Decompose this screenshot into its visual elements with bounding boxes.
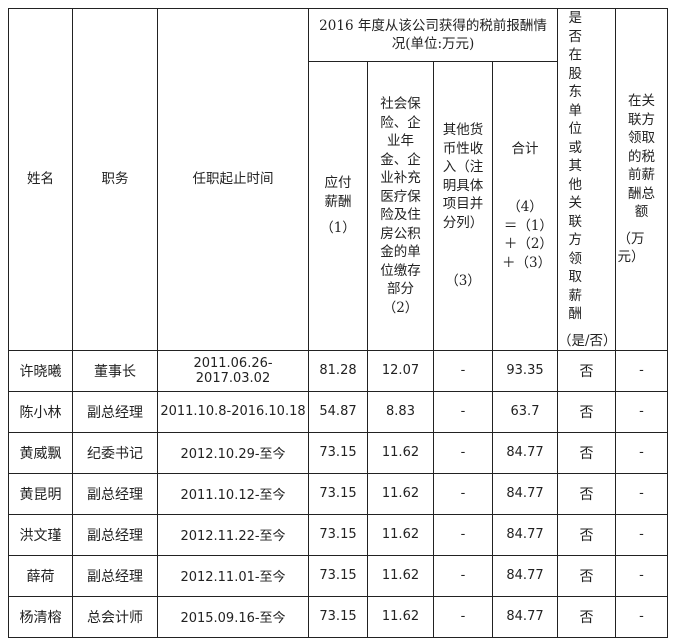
- table-row: 许晓曦 董事长 2011.06.26-2017.03.02 81.28 12.07-93…: [8, 349, 668, 392]
- cell-position: 副总经理: [72, 513, 158, 556]
- cell-name: 洪文瑾: [8, 513, 73, 556]
- cell-other: -: [433, 390, 493, 433]
- cell-position: 副总经理: [72, 472, 158, 515]
- cell-term: 2015.09.16-至今: [157, 595, 309, 638]
- cell-related: 否: [557, 472, 616, 515]
- cell-name: 黄昆明: [8, 472, 73, 515]
- cell-other: -: [433, 472, 493, 515]
- cell-related: 否: [557, 349, 616, 392]
- cell-related: 否: [557, 513, 616, 556]
- header-social: 社会保险、企业年金、企业补充医疗保险及住房公积金的单位缴存部分 （2）: [367, 61, 434, 351]
- compensation-table: 姓名 职务 任职起止时间 2016 年度从该公司获得的税前报酬情况(单位:万元)…: [8, 7, 668, 638]
- cell-salary: 73.15: [308, 472, 368, 515]
- header-term: 任职起止时间: [157, 8, 309, 351]
- header-other: 其他货币性收入（注明具体项目并分列） （3）: [433, 61, 493, 351]
- header-name: 姓名: [8, 8, 73, 351]
- cell-term: 2011.06.26-2017.03.02: [157, 349, 309, 392]
- header-compensation-group: 2016 年度从该公司获得的税前报酬情况(单位:万元): [308, 7, 558, 63]
- cell-total: 84.77: [492, 595, 558, 638]
- cell-total: 84.77: [492, 554, 558, 597]
- cell-related: 否: [557, 390, 616, 433]
- cell-social: 11.62: [367, 554, 434, 597]
- header-total: 合计 （4）＝（1）＋（2）＋（3）: [492, 61, 558, 351]
- cell-social: 11.62: [367, 513, 434, 556]
- header-salary: 应付薪酬 （1）: [308, 61, 368, 351]
- cell-salary: 54.87: [308, 390, 368, 433]
- cell-term: 2011.10.8-2016.10.18: [157, 390, 309, 433]
- header-related: 是否在股东单位或其他关联方领取薪酬 （是/否）: [557, 8, 617, 351]
- cell-related-total: -: [615, 513, 668, 556]
- cell-salary: 73.15: [308, 554, 368, 597]
- cell-position: 副总经理: [72, 390, 158, 433]
- cell-social: 12.07: [367, 349, 434, 392]
- cell-related: 否: [557, 595, 616, 638]
- cell-term: 2012.10.29-至今: [157, 431, 309, 474]
- cell-related-total: -: [615, 431, 668, 474]
- header-related-total: 在关联方领取的税前薪酬总额 （万元）: [615, 8, 668, 351]
- cell-position: 纪委书记: [72, 431, 158, 474]
- cell-social: 11.62: [367, 595, 434, 638]
- cell-term: 2012.11.01-至今: [157, 554, 309, 597]
- cell-related-total: -: [615, 390, 668, 433]
- header-position: 职务: [72, 8, 158, 351]
- table-row: 陈小林 副总经理 2011.10.8-2016.10.18 54.87 8.83-63.…: [8, 390, 668, 433]
- cell-name: 陈小林: [8, 390, 73, 433]
- cell-salary: 81.28: [308, 349, 368, 392]
- cell-salary: 73.15: [308, 431, 368, 474]
- cell-term: 2011.10.12-至今: [157, 472, 309, 515]
- cell-related: 否: [557, 431, 616, 474]
- cell-social: 11.62: [367, 472, 434, 515]
- cell-related: 否: [557, 554, 616, 597]
- cell-related-total: -: [615, 472, 668, 515]
- cell-related-total: -: [615, 595, 668, 638]
- cell-total: 84.77: [492, 513, 558, 556]
- table-row: 杨清榕 总会计师 2015.09.16-至今 73.15 11.62-84.77 否 -: [8, 595, 668, 638]
- cell-term: 2012.11.22-至今: [157, 513, 309, 556]
- cell-name: 杨清榕: [8, 595, 73, 638]
- cell-social: 8.83: [367, 390, 434, 433]
- table-row: 薛荷 副总经理 2012.11.01-至今 73.15 11.62-84.77 否 -: [8, 554, 668, 597]
- cell-total: 84.77: [492, 472, 558, 515]
- cell-social: 11.62: [367, 431, 434, 474]
- cell-other: -: [433, 554, 493, 597]
- cell-other: -: [433, 349, 493, 392]
- cell-salary: 73.15: [308, 513, 368, 556]
- cell-name: 薛荷: [8, 554, 73, 597]
- cell-position: 总会计师: [72, 595, 158, 638]
- cell-other: -: [433, 431, 493, 474]
- table-row: 黄威飘 纪委书记 2012.10.29-至今 73.15 11.62-84.77 否 -: [8, 431, 668, 474]
- table-row: 黄昆明 副总经理 2011.10.12-至今 73.15 11.62-84.77 否 -: [8, 472, 668, 515]
- cell-salary: 73.15: [308, 595, 368, 638]
- cell-total: 84.77: [492, 431, 558, 474]
- cell-related-total: -: [615, 349, 668, 392]
- table-row: 洪文瑾 副总经理 2012.11.22-至今 73.15 11.62-84.77 否 -: [8, 513, 668, 556]
- cell-name: 黄威飘: [8, 431, 73, 474]
- cell-total: 63.7: [492, 390, 558, 433]
- cell-position: 副总经理: [72, 554, 158, 597]
- cell-other: -: [433, 513, 493, 556]
- cell-other: -: [433, 595, 493, 638]
- cell-name: 许晓曦: [8, 349, 73, 392]
- cell-related-total: -: [615, 554, 668, 597]
- cell-total: 93.35: [492, 349, 558, 392]
- cell-position: 董事长: [72, 349, 158, 392]
